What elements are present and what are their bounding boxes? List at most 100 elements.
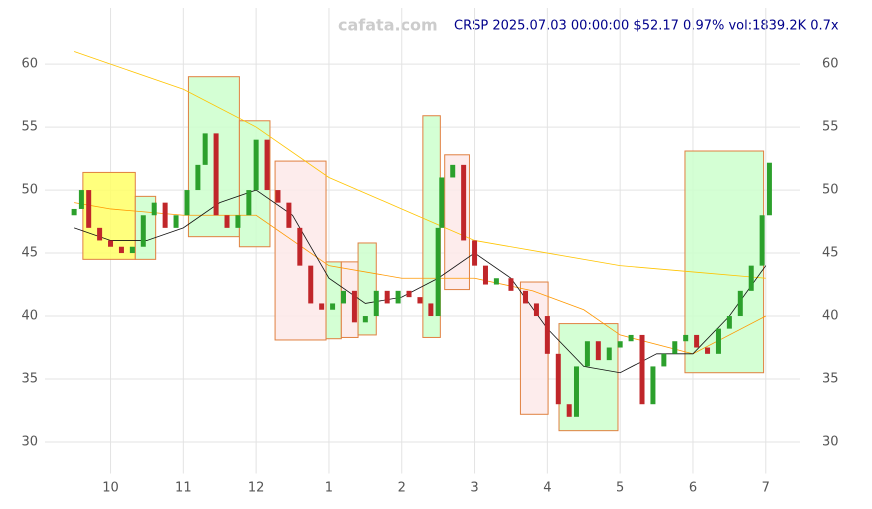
y-tick-label: 60 bbox=[21, 57, 38, 72]
indicator-line bbox=[73, 51, 766, 279]
candle-body bbox=[86, 190, 92, 228]
candle-body bbox=[308, 265, 314, 304]
x-tick-label: 11 bbox=[175, 481, 192, 496]
candle-body bbox=[417, 297, 423, 304]
x-tick-label: 3 bbox=[470, 481, 478, 496]
candle-body bbox=[297, 227, 303, 266]
candle-body bbox=[705, 347, 711, 354]
candle-body bbox=[508, 278, 514, 291]
candle-body bbox=[373, 290, 379, 317]
y-tick-label-right: 55 bbox=[822, 120, 839, 135]
candle-body bbox=[672, 341, 678, 354]
candle-body bbox=[362, 316, 368, 323]
y-tick-label: 30 bbox=[21, 435, 38, 450]
candle-body bbox=[151, 202, 157, 216]
candle-body bbox=[533, 303, 539, 317]
candle-body bbox=[173, 215, 179, 228]
candle-body bbox=[246, 190, 252, 216]
watermark: cafata.com bbox=[338, 16, 438, 35]
candle-body bbox=[628, 334, 634, 342]
candle-body bbox=[330, 303, 336, 310]
candle-body bbox=[341, 290, 347, 304]
candle-body bbox=[253, 139, 259, 191]
x-tick-label: 12 bbox=[248, 481, 265, 496]
candle-body bbox=[118, 246, 124, 254]
y-tick-label-right: 45 bbox=[822, 246, 839, 261]
candle-body bbox=[748, 265, 754, 291]
candle-body bbox=[224, 215, 230, 228]
candle-body bbox=[439, 177, 445, 228]
candle-body bbox=[78, 190, 84, 209]
y-tick-label-right: 30 bbox=[822, 435, 839, 450]
indicator-line bbox=[73, 189, 767, 374]
candle-body bbox=[235, 215, 241, 228]
candle-body bbox=[264, 139, 270, 191]
candle-body bbox=[694, 334, 700, 348]
candle-body bbox=[286, 202, 292, 228]
x-tick-label: 1 bbox=[325, 481, 333, 496]
x-tick-label: 6 bbox=[689, 481, 697, 496]
chart-title: CRSP 2025.07.03 00:00:00 $52.17 0.97% vo… bbox=[454, 19, 839, 34]
candle-body bbox=[202, 133, 208, 165]
candle-body bbox=[450, 164, 456, 178]
candle-body bbox=[162, 202, 168, 228]
candle-body bbox=[566, 404, 572, 417]
y-tick-label-right: 50 bbox=[822, 183, 839, 198]
y-tick-label: 35 bbox=[21, 372, 38, 387]
candle-body bbox=[435, 227, 441, 317]
candle-body bbox=[759, 215, 765, 266]
candle-body bbox=[595, 341, 601, 361]
candle-body bbox=[584, 341, 590, 367]
candle-body bbox=[213, 133, 219, 216]
candle-body bbox=[406, 290, 412, 298]
candle-body bbox=[766, 162, 772, 216]
candle-body bbox=[482, 265, 488, 285]
candle-body bbox=[428, 303, 434, 317]
x-tick-label: 10 bbox=[102, 481, 119, 496]
y-tick-label: 45 bbox=[21, 246, 38, 261]
candle-body bbox=[661, 353, 667, 367]
candle-body bbox=[351, 290, 357, 323]
x-tick-label: 4 bbox=[543, 481, 551, 496]
x-tick-label: 7 bbox=[762, 481, 770, 496]
candle-body bbox=[544, 316, 550, 354]
candle-body bbox=[606, 347, 612, 361]
candle-body bbox=[617, 341, 623, 348]
candle-body bbox=[639, 334, 645, 405]
candle-body bbox=[184, 190, 190, 216]
candle-body bbox=[726, 316, 732, 329]
y-tick-label: 55 bbox=[21, 120, 38, 135]
y-tick-label-right: 35 bbox=[822, 372, 839, 387]
candle-body bbox=[493, 278, 499, 285]
x-tick-label: 2 bbox=[398, 481, 406, 496]
candle-body bbox=[395, 290, 401, 304]
candle-body bbox=[715, 328, 721, 354]
candle-body bbox=[319, 303, 325, 310]
x-tick-label: 5 bbox=[616, 481, 624, 496]
candle-body bbox=[650, 366, 656, 405]
candle-body bbox=[129, 246, 135, 254]
candle-body bbox=[523, 290, 529, 304]
candle-body bbox=[555, 353, 561, 405]
indicator-line bbox=[74, 202, 766, 355]
candle-body bbox=[195, 164, 201, 191]
candle-body bbox=[140, 215, 146, 247]
candle-body bbox=[384, 290, 390, 304]
candle-body bbox=[97, 227, 103, 241]
zone-box bbox=[357, 242, 377, 336]
candle-body bbox=[472, 240, 478, 266]
y-tick-label: 50 bbox=[21, 183, 38, 198]
y-tick-label-right: 60 bbox=[822, 57, 839, 72]
candle-body bbox=[683, 334, 689, 342]
candle-body bbox=[573, 366, 579, 417]
y-tick-label-right: 40 bbox=[822, 309, 839, 324]
zone-box bbox=[444, 154, 470, 291]
candle-body bbox=[275, 190, 281, 203]
y-tick-label: 40 bbox=[21, 309, 38, 324]
candle-body bbox=[71, 208, 77, 216]
zone-box bbox=[325, 261, 342, 340]
candle-body bbox=[461, 164, 467, 241]
candle-body bbox=[108, 240, 114, 247]
candle-body bbox=[737, 290, 743, 317]
